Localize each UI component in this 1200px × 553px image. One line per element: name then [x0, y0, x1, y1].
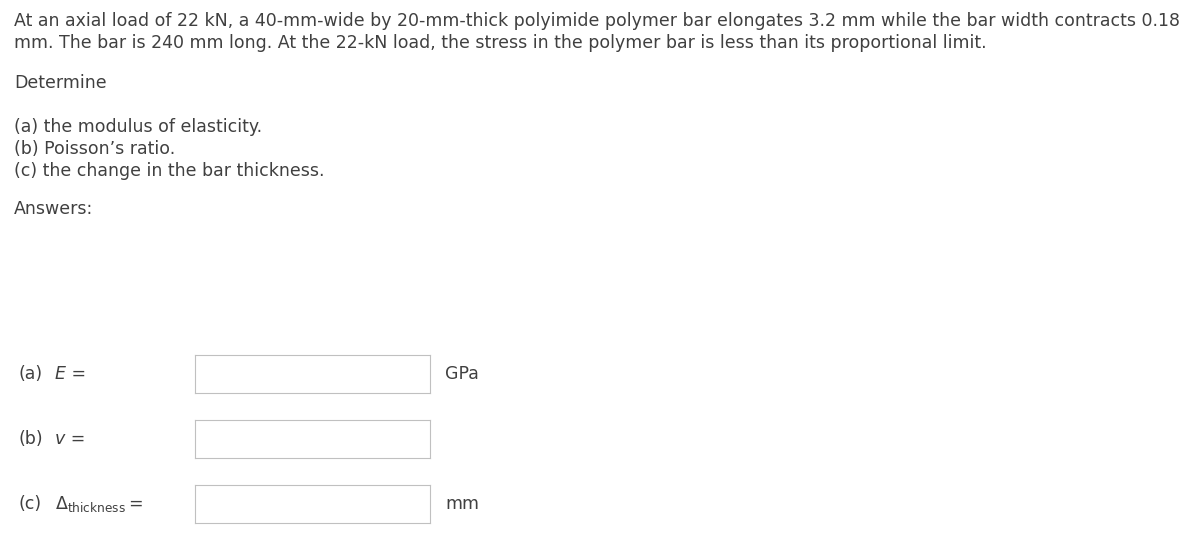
Text: mm. The bar is 240 mm long. At the 22-kN load, the stress in the polymer bar is : mm. The bar is 240 mm long. At the 22-kN…: [14, 34, 986, 52]
Text: (a): (a): [18, 365, 42, 383]
Text: $\Delta_{\rm thickness}=$: $\Delta_{\rm thickness}=$: [55, 494, 143, 514]
Text: i: i: [176, 495, 184, 513]
Text: (c): (c): [18, 495, 41, 513]
Text: mm: mm: [445, 495, 479, 513]
Text: Answers:: Answers:: [14, 200, 94, 218]
Text: i: i: [176, 365, 184, 383]
Text: (b): (b): [18, 430, 43, 448]
Text: (a) the modulus of elasticity.: (a) the modulus of elasticity.: [14, 118, 262, 136]
Text: At an axial load of 22 kN, a 40-mm-wide by 20-mm-thick polyimide polymer bar elo: At an axial load of 22 kN, a 40-mm-wide …: [14, 12, 1180, 30]
Text: (b) Poisson’s ratio.: (b) Poisson’s ratio.: [14, 140, 175, 158]
Text: i: i: [176, 430, 184, 448]
Text: (c) the change in the bar thickness.: (c) the change in the bar thickness.: [14, 162, 324, 180]
Text: v =: v =: [55, 430, 85, 448]
Text: GPa: GPa: [445, 365, 479, 383]
Text: E =: E =: [55, 365, 86, 383]
Text: Determine: Determine: [14, 74, 107, 92]
